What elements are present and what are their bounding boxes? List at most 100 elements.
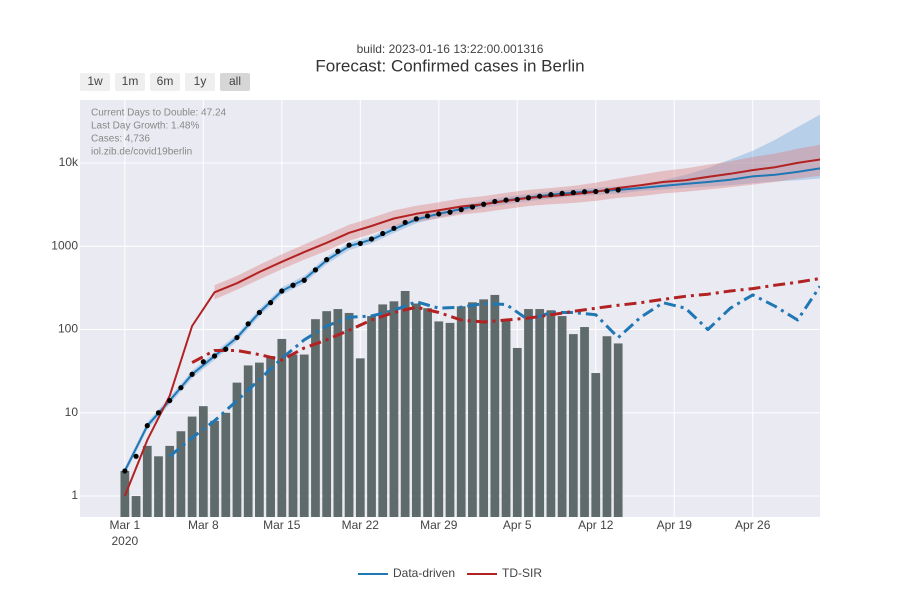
- observed-point: [324, 257, 330, 263]
- observed-point: [593, 188, 599, 195]
- bar: [445, 322, 455, 517]
- bar: [389, 301, 399, 517]
- bar: [468, 302, 477, 517]
- observed-point: [256, 309, 262, 316]
- observed-point: [178, 385, 184, 391]
- bar: [591, 373, 601, 517]
- bar: [423, 308, 432, 517]
- range-button-bg[interactable]: [80, 73, 110, 91]
- bar: [176, 431, 186, 517]
- observed-point: [357, 240, 363, 247]
- legend: Data-driven TD-SIR: [357, 566, 542, 580]
- bar: [524, 309, 533, 517]
- range-button-bg[interactable]: [220, 73, 250, 91]
- range-button-label[interactable]: 1w: [87, 74, 103, 88]
- bar: [311, 319, 320, 517]
- x-tick-label: Mar 8: [188, 518, 219, 532]
- bar: [512, 347, 522, 517]
- y-tick-label: 1: [71, 488, 78, 502]
- daily-forecast-line: [191, 277, 820, 364]
- observed-point: [436, 211, 442, 217]
- range-button[interactable]: 6m: [150, 73, 180, 91]
- observed-point: [525, 195, 532, 201]
- bar: [490, 294, 500, 517]
- bar: [165, 445, 175, 517]
- observed-point: [301, 277, 307, 283]
- bar: [580, 327, 589, 517]
- bar: [367, 316, 376, 517]
- range-button[interactable]: 1y: [185, 73, 215, 91]
- observed-point: [469, 204, 476, 210]
- bar: [154, 456, 163, 517]
- daily-forecast-line: [168, 285, 820, 458]
- range-button[interactable]: all: [220, 73, 250, 91]
- annotation: Cases: 4,736: [91, 134, 150, 145]
- observed-point: [402, 219, 408, 226]
- observed-point: [346, 242, 352, 248]
- y-tick-label: 10k: [59, 155, 79, 169]
- bar: [187, 416, 197, 517]
- range-button-bg[interactable]: [150, 73, 180, 91]
- range-button-label[interactable]: 1m: [122, 74, 139, 88]
- observed-point: [604, 188, 610, 194]
- observed-point: [144, 423, 150, 429]
- bar: [602, 336, 612, 517]
- x-tick-label: Mar 1: [110, 518, 141, 532]
- range-button-label[interactable]: all: [229, 74, 241, 88]
- confidence-band: [214, 144, 820, 300]
- bar: [479, 299, 489, 517]
- observed-point: [447, 209, 453, 215]
- observed-point: [312, 267, 319, 273]
- bar: [255, 362, 264, 517]
- bar: [344, 312, 354, 517]
- bar: [142, 445, 152, 517]
- observed-point: [581, 189, 588, 195]
- observed-point: [458, 207, 464, 213]
- bar: [210, 420, 219, 517]
- y-tick-label: 100: [58, 322, 78, 336]
- build-label: build: 2023-01-16 13:22:00.001316: [357, 42, 544, 56]
- observed-point: [155, 410, 162, 416]
- observed-point: [335, 248, 341, 254]
- observed-point: [559, 190, 565, 196]
- observed-point: [481, 201, 487, 207]
- bar: [232, 382, 242, 517]
- bar: [221, 412, 231, 517]
- range-button[interactable]: 1w: [80, 73, 110, 91]
- bar: [288, 354, 298, 517]
- bar: [557, 316, 567, 517]
- observed-point: [380, 230, 386, 237]
- bar: [400, 290, 410, 517]
- x-tick-sublabel: 2020: [111, 534, 138, 548]
- bar: [299, 354, 309, 517]
- bar: [535, 309, 545, 517]
- annotation: Last Day Growth: 1.48%: [91, 121, 199, 132]
- range-button-bg[interactable]: [185, 73, 215, 91]
- x-tick-label: Mar 15: [263, 518, 301, 532]
- range-button-label[interactable]: 1y: [194, 74, 207, 88]
- observed-point: [245, 321, 251, 327]
- observed-point: [503, 197, 509, 203]
- observed-point: [290, 282, 296, 288]
- observed-point: [570, 190, 576, 196]
- observed-point: [189, 371, 195, 377]
- x-tick-label: Mar 22: [342, 518, 380, 532]
- bar: [277, 338, 287, 517]
- x-tick-label: Apr 19: [657, 518, 693, 532]
- range-button-label[interactable]: 6m: [157, 74, 174, 88]
- bar: [243, 365, 253, 517]
- range-button-bg[interactable]: [115, 73, 145, 91]
- y-tick-label: 10: [65, 405, 79, 419]
- x-tick-label: Apr 5: [503, 518, 532, 532]
- bar: [568, 334, 578, 517]
- observed-point: [268, 300, 274, 306]
- legend-label: Data-driven: [393, 566, 455, 580]
- observed-point: [368, 236, 375, 242]
- range-button[interactable]: 1m: [115, 73, 145, 91]
- observed-point: [492, 198, 498, 205]
- observed-point: [167, 397, 173, 404]
- observed-point: [122, 468, 128, 474]
- observed-point: [200, 359, 206, 365]
- bar: [322, 311, 332, 517]
